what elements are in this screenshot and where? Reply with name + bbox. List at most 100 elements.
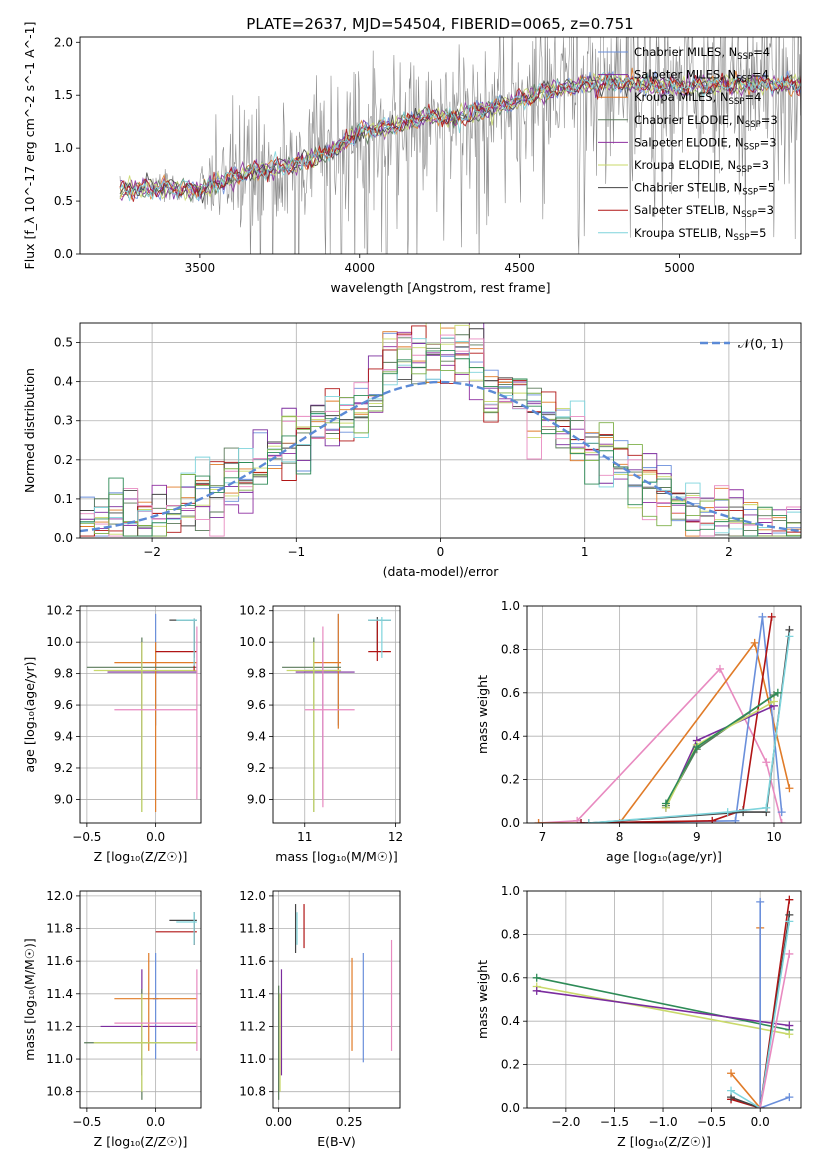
mass_vs_age-plot-area bbox=[282, 613, 391, 812]
residuals-chart: −2 −1 0 1 2 0.0 0.1 0.2 0.3 0.4 0.5 (data-model)/er… bbox=[22, 322, 802, 579]
Z_vs_weight-marker-8-1 bbox=[785, 949, 794, 958]
Z_vs_weight-xtick-label: −0.5 bbox=[697, 1115, 726, 1129]
Z_vs_mass-xtick-label: 0.0 bbox=[146, 1115, 165, 1129]
age_vs_weight-ylabel: mass weight bbox=[475, 675, 490, 754]
Z_vs_weight-ytick-label: 0.2 bbox=[501, 1058, 520, 1072]
Z_vs_age-xlabel: Z [log₁₀(Z/Z☉)] bbox=[94, 849, 188, 864]
age_vs_weight-xlabel: age [log₁₀(age/yr)] bbox=[606, 849, 722, 864]
figure-title: PLATE=2637, MJD=54504, FIBERID=0065, z=0… bbox=[246, 15, 633, 33]
spectrum-frame bbox=[79, 36, 802, 255]
age_vs_weight-frame bbox=[526, 605, 802, 824]
residual-hist-5 bbox=[80, 323, 801, 537]
age_vs_weight-ytick-label: 0.0 bbox=[501, 816, 520, 830]
age_vs_weight-marker-0-4 bbox=[777, 819, 786, 823]
Z_vs_age-point-7 bbox=[176, 618, 197, 666]
Z_vs_weight-series-0 bbox=[536, 977, 790, 1031]
Z_vs_weight-xtick-label: −1.5 bbox=[600, 1115, 629, 1129]
legend-label-7: Salpeter STELIB, NSSP=3 bbox=[634, 203, 774, 220]
age_vs_weight-marker-5-2 bbox=[762, 803, 771, 812]
ebv_vs_mass-point-7 bbox=[362, 953, 364, 1063]
spectrum-ylabel: Flux [f_λ 10^-17 erg cm^-2 s^-1 A^-1] bbox=[22, 22, 37, 270]
spectrum-xtick-label: 3500 bbox=[185, 261, 216, 275]
residuals-xtick-label: 0 bbox=[437, 545, 445, 559]
Z_vs_mass-ytick-label: 11.2 bbox=[46, 1019, 73, 1033]
Z_vs_age-ytick-label: 9.2 bbox=[54, 761, 73, 775]
Z_vs_age-ylabel: age [log₁₀(age/yr)] bbox=[22, 657, 37, 773]
Z_vs_mass-point-2 bbox=[114, 953, 197, 1051]
age_vs_weight-marker-3-0 bbox=[577, 819, 586, 823]
Z_vs_weight-series-2 bbox=[536, 990, 790, 1027]
ebv_vs_mass-point-3 bbox=[294, 904, 297, 953]
Z_vs_mass-point-8 bbox=[114, 969, 198, 1051]
mass_vs_age-point-7 bbox=[368, 617, 391, 658]
Z_vs_weight-marker-8-0 bbox=[756, 1104, 765, 1108]
age_vs_weight-marker-3-1 bbox=[708, 816, 717, 823]
age_vs_weight-marker-0-3 bbox=[762, 758, 771, 767]
Z_vs_weight-marker-0-0 bbox=[532, 973, 541, 982]
Z_vs_weight-chart: −2.0 −1.5 −1.0 −0.5 0.0 0.0 0.2 0.4 0.6 0.8 1.0 Z [… bbox=[475, 884, 802, 1149]
age_vs_weight-marker-5-1 bbox=[723, 808, 732, 817]
age_vs_weight-marker-1-3 bbox=[785, 784, 794, 793]
spectrum-xtick-label: 4500 bbox=[504, 261, 535, 275]
Z_vs_mass-frame bbox=[79, 890, 202, 1109]
Z_vs_age-xtick-label: 0.0 bbox=[146, 830, 165, 844]
spectrum-ytick-label: 1.5 bbox=[54, 88, 73, 102]
Z_vs_weight-marker-7-2 bbox=[785, 917, 794, 926]
residuals-ylabel: Normed distribution bbox=[22, 368, 37, 493]
spectrum-ytick-label: 2.0 bbox=[54, 35, 73, 49]
mass_vs_age-point-6 bbox=[368, 620, 391, 662]
mass_vs_age-point-4 bbox=[286, 642, 342, 812]
age_vs_weight-marker-5-0 bbox=[584, 819, 593, 823]
age_vs_weight-ytick-label: 0.4 bbox=[501, 729, 520, 743]
ebv_vs_mass-ytick-label: 11.6 bbox=[239, 954, 266, 968]
age_vs_weight-marker-5-3 bbox=[785, 632, 794, 641]
Z_vs_weight-marker-2-1 bbox=[785, 1021, 794, 1030]
residuals-ytick-label: 0.5 bbox=[54, 336, 73, 350]
mass_vs_age-ytick-label: 9.4 bbox=[247, 730, 266, 744]
legend-label-5: Kroupa ELODIE, NSSP=3 bbox=[634, 158, 769, 175]
Z_vs_weight-ytick-label: 0.0 bbox=[501, 1101, 520, 1115]
residuals-ytick-label: 0.1 bbox=[54, 492, 73, 506]
Z_vs_age-frame bbox=[79, 605, 202, 824]
Z_vs_weight-frame bbox=[526, 890, 802, 1109]
Z_vs_mass-ytick-label: 12.0 bbox=[46, 889, 73, 903]
age_vs_weight-ytick-label: 0.6 bbox=[501, 686, 520, 700]
Z_vs_mass-ytick-label: 11.0 bbox=[46, 1052, 73, 1066]
legend-label-2: Kroupa MILES, NSSP=4 bbox=[634, 90, 761, 107]
Z_vs_mass-chart: −0.5 0.0 10.8 11.0 11.2 11.4 11.6 11.8 12.0 Z [lo… bbox=[22, 889, 202, 1149]
legend-label-6: Chabrier STELIB, NSSP=5 bbox=[634, 181, 775, 198]
mass_vs_age-ytick-label: 9.6 bbox=[247, 698, 266, 712]
mass_vs_age-point-5 bbox=[368, 617, 391, 651]
Z_vs_age-plot-area bbox=[86, 613, 198, 812]
Z_vs_weight-xlabel: Z [log₁₀(Z/Z☉)] bbox=[617, 1134, 711, 1149]
gaussian-legend-label: 𝒩(0, 1) bbox=[738, 336, 784, 351]
age_vs_weight-xtick-label: 10 bbox=[766, 830, 781, 844]
Z_vs_mass-point-6 bbox=[155, 920, 197, 945]
age_vs_weight-marker-1-2 bbox=[750, 638, 759, 647]
residuals-frame bbox=[79, 322, 802, 539]
ebv_vs_mass-point-1 bbox=[280, 969, 283, 1076]
residuals-ytick-label: 0.4 bbox=[54, 375, 73, 389]
Z_vs_weight-plot-area bbox=[532, 895, 794, 1108]
spectrum-xtick-label: 4000 bbox=[344, 261, 375, 275]
ebv_vs_mass-ytick-label: 11.8 bbox=[239, 922, 266, 936]
gaussian-curve bbox=[80, 380, 801, 533]
ebv_vs_mass-ytick-label: 11.2 bbox=[239, 1019, 266, 1033]
spectrum-model-line-8 bbox=[119, 71, 801, 202]
mass_vs_age-ytick-label: 10.0 bbox=[239, 635, 266, 649]
residuals-ytick-label: 0.0 bbox=[54, 531, 73, 545]
mass_vs_age-frame bbox=[272, 605, 401, 824]
Z_vs_weight-ytick-label: 0.4 bbox=[501, 1014, 520, 1028]
ebv_vs_mass-xtick-label: 0.25 bbox=[336, 1115, 363, 1129]
age_vs_weight-xtick-label: 9 bbox=[693, 830, 701, 844]
Z_vs_weight-marker-2-0 bbox=[532, 986, 541, 995]
age_vs_weight-marker-9-0 bbox=[661, 799, 670, 808]
age_vs_weight-series-6 bbox=[665, 705, 775, 809]
mass_vs_age-ytick-label: 9.8 bbox=[247, 667, 266, 681]
spectrum-ytick-label: 1.0 bbox=[54, 141, 73, 155]
legend-label-8: Kroupa STELIB, NSSP=5 bbox=[634, 226, 766, 243]
mass_vs_age-ytick-label: 10.2 bbox=[239, 604, 266, 618]
residuals-xtick-label: 2 bbox=[725, 545, 733, 559]
residuals-xtick-label: −2 bbox=[143, 545, 161, 559]
age_vs_weight-plot-area bbox=[534, 612, 794, 823]
